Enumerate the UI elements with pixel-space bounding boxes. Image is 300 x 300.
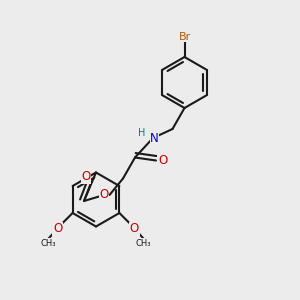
Text: N: N: [150, 131, 159, 145]
Text: Br: Br: [178, 32, 190, 42]
Text: CH₃: CH₃: [41, 238, 56, 247]
Text: CH₃: CH₃: [136, 238, 151, 247]
Text: O: O: [100, 188, 109, 201]
Text: O: O: [53, 222, 62, 235]
Text: O: O: [82, 170, 91, 184]
Text: H: H: [138, 128, 145, 138]
Text: O: O: [158, 154, 167, 167]
Text: O: O: [130, 222, 139, 235]
